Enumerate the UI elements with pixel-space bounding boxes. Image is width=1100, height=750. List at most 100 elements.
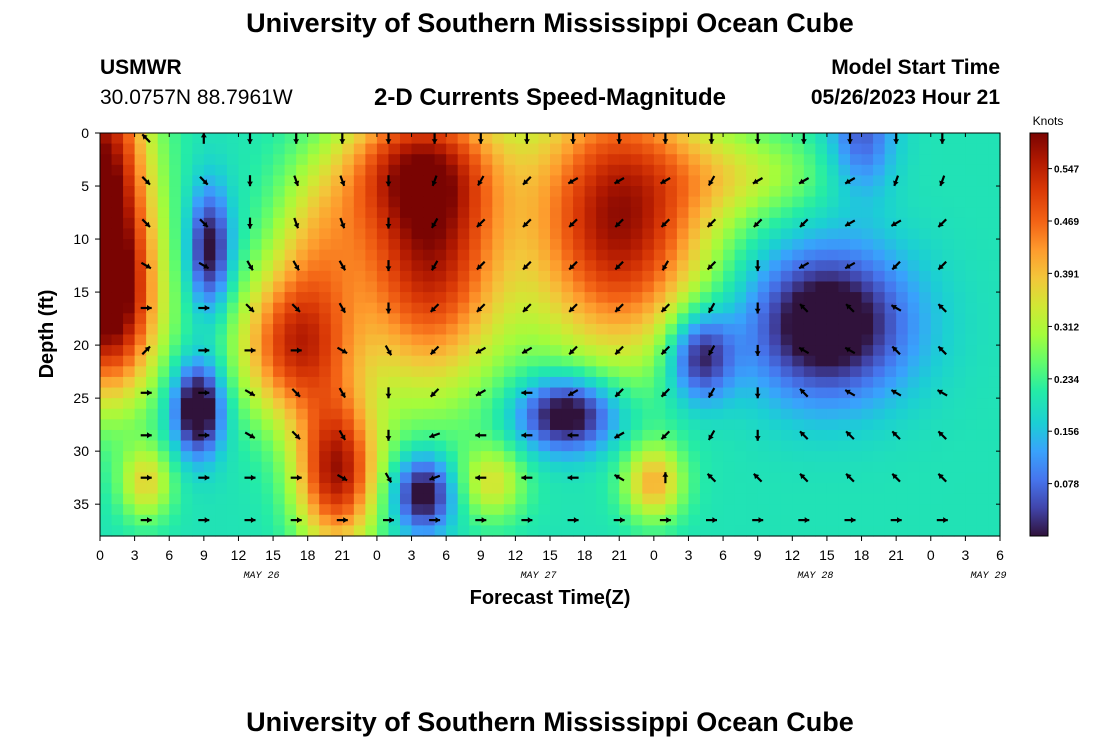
heatmap-cell — [734, 440, 747, 452]
date-label: MAY 29 — [970, 571, 1006, 582]
heatmap-cell — [203, 461, 216, 473]
heatmap-cell — [492, 482, 505, 495]
heatmap-cell — [653, 345, 666, 357]
heatmap-cell — [157, 419, 170, 431]
x-tick-label: 12 — [231, 547, 247, 563]
heatmap-cell — [757, 451, 770, 463]
heatmap-cell — [792, 313, 805, 325]
heatmap-cell — [180, 302, 193, 314]
heatmap-cell — [307, 260, 320, 272]
heatmap-cell — [503, 260, 516, 272]
heatmap-cell — [746, 366, 759, 378]
heatmap-cell — [203, 514, 216, 526]
heatmap-cell — [353, 429, 366, 442]
heatmap-cell — [630, 302, 643, 314]
heatmap-cell — [861, 440, 874, 452]
heatmap-cell — [192, 419, 205, 431]
heatmap-cell — [192, 504, 205, 516]
heatmap-cell — [873, 482, 886, 495]
heatmap-cell — [111, 281, 124, 293]
heatmap-cell — [942, 143, 955, 155]
current-arrow — [429, 345, 440, 356]
heatmap-cell — [769, 292, 782, 304]
heatmap-cell — [503, 419, 516, 431]
heatmap-cell — [342, 408, 355, 420]
heatmap-cell — [746, 239, 759, 251]
heatmap-cell — [550, 249, 563, 261]
heatmap-cell — [376, 429, 390, 442]
heatmap-cell — [376, 461, 390, 473]
heatmap-cell — [965, 313, 978, 325]
heatmap-cell — [423, 281, 436, 293]
heatmap-cell — [457, 398, 470, 410]
heatmap-cell — [700, 196, 713, 208]
current-arrow — [752, 177, 764, 185]
heatmap-cell — [596, 345, 609, 357]
heatmap-cell — [376, 133, 390, 145]
heatmap-cell — [596, 164, 609, 177]
heatmap-cell — [919, 313, 932, 325]
heatmap-cell — [873, 186, 886, 198]
current-arrow — [754, 429, 761, 441]
heatmap-cell — [723, 270, 736, 283]
heatmap-cell — [873, 504, 886, 516]
heatmap-cell — [584, 292, 597, 304]
heatmap-cell — [711, 281, 724, 293]
heatmap-cell — [111, 260, 124, 272]
heatmap-cell — [180, 323, 193, 336]
heatmap-cell — [503, 313, 516, 325]
heatmap-cell — [203, 143, 216, 155]
heatmap-cell — [769, 408, 782, 420]
date-labels: MAY 26 MAY 27 MAY 28 MAY 29 — [244, 571, 1007, 582]
heatmap-cell — [469, 313, 482, 325]
heatmap-cell — [965, 292, 978, 304]
heatmap-cell — [157, 525, 170, 537]
current-arrow — [338, 429, 347, 441]
heatmap-cell — [111, 228, 124, 240]
heatmap-cell — [423, 260, 436, 272]
heatmap-cell — [826, 482, 840, 495]
heatmap-cell — [238, 260, 251, 272]
heatmap-cell — [630, 207, 643, 219]
heatmap-cell — [942, 249, 955, 261]
heatmap-cell — [330, 408, 343, 420]
heatmap-cell — [838, 472, 851, 484]
heatmap-cell — [296, 228, 309, 240]
heatmap-cell — [538, 440, 551, 452]
heatmap-cell — [700, 260, 713, 272]
heatmap-cell — [250, 270, 263, 283]
heatmap-cell — [423, 440, 436, 452]
heatmap-cell — [976, 217, 990, 230]
heatmap-cell — [573, 228, 586, 240]
heatmap-cell — [261, 387, 274, 399]
heatmap-cell — [180, 154, 193, 166]
current-arrow — [754, 344, 761, 356]
heatmap-cell — [850, 461, 863, 473]
heatmap-cell — [319, 175, 332, 187]
heatmap-cell — [815, 334, 828, 346]
heatmap-cell — [688, 504, 701, 516]
heatmap-cell — [146, 217, 159, 230]
heatmap-cell — [953, 164, 966, 177]
heatmap-cell — [930, 249, 943, 261]
heatmap-cell — [653, 376, 666, 389]
heatmap-cell — [734, 408, 747, 420]
heatmap-cell — [411, 143, 424, 155]
heatmap-cell — [965, 281, 978, 293]
heatmap-cell — [769, 387, 782, 399]
heatmap-cell — [596, 461, 609, 473]
heatmap-cell — [180, 281, 193, 293]
heatmap-cell — [134, 228, 147, 240]
heatmap-cell — [619, 217, 632, 230]
heatmap-cell — [423, 366, 436, 378]
heatmap-cell — [203, 281, 216, 293]
heatmap-cell — [630, 270, 643, 283]
heatmap-cell — [907, 270, 920, 283]
heatmap-cell — [353, 482, 366, 495]
heatmap-cell — [480, 313, 493, 325]
heatmap-cell — [688, 133, 701, 145]
heatmap-cell — [665, 514, 678, 526]
heatmap-cell — [146, 387, 159, 399]
heatmap-cell — [734, 143, 747, 155]
heatmap-cell — [250, 398, 263, 410]
